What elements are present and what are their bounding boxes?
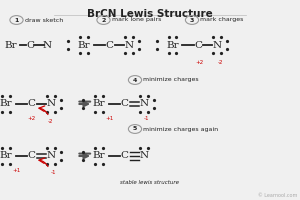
Text: Br: Br bbox=[166, 40, 179, 49]
Text: 3: 3 bbox=[190, 18, 194, 22]
Text: +1: +1 bbox=[105, 116, 114, 121]
Text: +2: +2 bbox=[28, 116, 36, 121]
Text: N: N bbox=[139, 99, 148, 108]
Text: C: C bbox=[121, 99, 129, 108]
Text: minimize charges: minimize charges bbox=[143, 77, 199, 82]
Text: mark lone pairs: mark lone pairs bbox=[112, 18, 161, 22]
Text: -2: -2 bbox=[48, 118, 53, 124]
Text: C: C bbox=[28, 152, 36, 160]
Text: BrCN Lewis Structure: BrCN Lewis Structure bbox=[87, 9, 213, 19]
Text: 1: 1 bbox=[14, 18, 19, 22]
Text: N: N bbox=[139, 152, 148, 160]
Text: C: C bbox=[26, 40, 34, 49]
Text: Br: Br bbox=[4, 40, 17, 49]
Text: 5: 5 bbox=[133, 127, 137, 132]
Text: Br: Br bbox=[93, 152, 105, 160]
Text: mark charges: mark charges bbox=[200, 18, 244, 22]
Text: Br: Br bbox=[78, 40, 90, 49]
Text: Br: Br bbox=[0, 99, 12, 108]
Text: draw sketch: draw sketch bbox=[25, 18, 63, 22]
Text: Br: Br bbox=[0, 152, 12, 160]
Text: +2: +2 bbox=[196, 60, 204, 64]
Text: -1: -1 bbox=[51, 170, 56, 176]
Text: N: N bbox=[43, 40, 52, 49]
Text: N: N bbox=[46, 152, 55, 160]
Text: C: C bbox=[121, 152, 129, 160]
Text: 2: 2 bbox=[101, 18, 106, 22]
Text: C: C bbox=[106, 40, 114, 49]
Text: © Learnool.com: © Learnool.com bbox=[258, 193, 297, 198]
Text: N: N bbox=[46, 99, 55, 108]
Text: C: C bbox=[28, 99, 36, 108]
Text: +1: +1 bbox=[12, 168, 21, 173]
Text: -1: -1 bbox=[144, 116, 149, 121]
Text: -2: -2 bbox=[218, 60, 224, 64]
Text: minimize charges again: minimize charges again bbox=[143, 127, 218, 132]
Text: 4: 4 bbox=[133, 77, 137, 82]
Text: C: C bbox=[194, 40, 202, 49]
Text: stable lewis structure: stable lewis structure bbox=[121, 180, 179, 184]
Text: N: N bbox=[213, 40, 222, 49]
Text: N: N bbox=[124, 40, 133, 49]
Text: Br: Br bbox=[93, 99, 105, 108]
